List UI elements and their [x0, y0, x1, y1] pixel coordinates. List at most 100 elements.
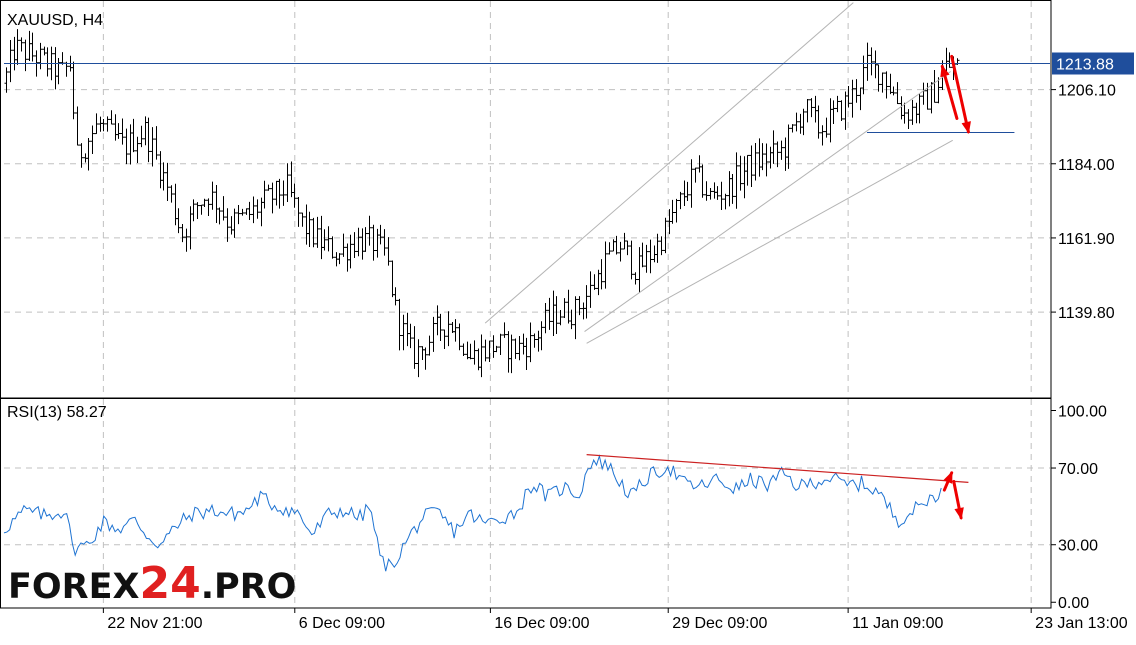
price-panel-frame: [0, 0, 1052, 399]
rsi-arrow-up: [942, 470, 954, 492]
ohlc-bar: [506, 331, 511, 373]
ohlc-bar: [326, 226, 331, 252]
ohlc-bar: [835, 95, 840, 113]
time-tick-label: 16 Dec 09:00: [494, 615, 589, 632]
ohlc-bar: [524, 337, 529, 370]
ohlc-bar: [188, 206, 193, 250]
ohlc-bar: [195, 202, 200, 219]
ohlc-bar: [98, 116, 103, 132]
time-tick-label: 22 Nov 21:00: [107, 615, 202, 632]
ohlc-bar: [895, 82, 900, 105]
ohlc-bar: [356, 227, 361, 257]
ohlc-bar: [42, 46, 47, 56]
ohlc-bar: [435, 305, 440, 336]
ohlc-bar: [801, 108, 806, 136]
ohlc-bar: [19, 37, 24, 52]
ohlc-bar: [723, 193, 728, 210]
ohlc-bar: [210, 181, 215, 210]
ohlc-bar: [240, 208, 245, 216]
ohlc-bar: [828, 98, 833, 143]
ohlc-bar: [663, 217, 668, 254]
ohlc-bar: [936, 77, 941, 104]
ohlc-bar: [217, 207, 222, 225]
ohlc-bar: [191, 199, 196, 222]
rsi-tick-label: 0.00: [1058, 595, 1089, 612]
current-price-label: 1213.88: [1056, 57, 1114, 74]
ohlc-bar: [352, 232, 357, 259]
ohlc-bar: [932, 70, 937, 103]
ohlc-bar: [614, 235, 619, 255]
time-tick-label: 11 Jan 09:00: [852, 615, 943, 632]
ohlc-bar: [637, 247, 642, 293]
ohlc-bar: [322, 229, 327, 251]
ohlc-bar: [319, 215, 324, 260]
ohlc-bar: [843, 91, 848, 130]
ohlc-bar: [573, 296, 578, 340]
ohlc-bar: [289, 161, 294, 198]
rsi-panel-plot: [3, 454, 969, 572]
ohlc-bar: [603, 241, 608, 289]
ohlc-bar: [225, 208, 230, 242]
ohlc-bar: [813, 95, 818, 123]
ohlc-bar: [315, 216, 320, 248]
forex24-logo: FOREX24.PRO: [8, 558, 296, 609]
ohlc-bar: [307, 211, 312, 247]
ohlc-bar: [502, 322, 507, 338]
ohlc-bar: [393, 287, 398, 306]
ohlc-bar: [757, 138, 762, 177]
ohlc-bar: [543, 302, 548, 334]
ohlc-bar: [169, 185, 174, 203]
symbol-timeframe-label: XAUUSD, H4: [7, 12, 103, 29]
ohlc-bar: [592, 274, 597, 290]
ohlc-bar: [75, 106, 80, 146]
ohlc-bar: [27, 30, 32, 61]
ohlc-bar: [165, 162, 170, 202]
ohlc-bar: [416, 339, 421, 378]
ohlc-bar: [199, 204, 204, 215]
ohlc-bar: [30, 32, 35, 62]
ohlc-bar: [876, 64, 881, 92]
logo-number: 24: [140, 558, 201, 609]
ohlc-bar: [468, 343, 473, 360]
ohlc-bar: [816, 105, 821, 139]
ohlc-bar: [577, 296, 582, 316]
ohlc-bar: [304, 204, 309, 245]
ohlc-bar: [521, 333, 526, 355]
ohlc-bar: [805, 98, 810, 123]
price-arrow-down: [950, 54, 971, 134]
ohlc-bar: [266, 184, 271, 191]
ohlc-bar: [513, 338, 518, 359]
ohlc-bar: [251, 196, 256, 224]
ohlc-bar: [917, 93, 922, 124]
ohlc-bar: [704, 181, 709, 201]
ohlc-bar: [146, 117, 151, 163]
ohlc-bar: [625, 240, 630, 256]
ohlc-bar: [56, 57, 61, 85]
ohlc-bar: [566, 289, 571, 324]
ohlc-bar: [487, 340, 492, 362]
ohlc-bar: [771, 130, 776, 164]
ohlc-bar: [906, 109, 911, 130]
ohlc-bar: [558, 309, 563, 326]
price-tick-label: 1139.80: [1058, 305, 1115, 322]
ohlc-bar: [498, 333, 503, 355]
ohlc-bar: [79, 143, 84, 168]
ohlc-bar: [547, 297, 552, 330]
ohlc-bar: [274, 180, 279, 206]
ohlc-bar: [281, 180, 286, 206]
ohlc-bar: [820, 125, 825, 146]
ohlc-bar: [509, 334, 514, 374]
ohlc-bar: [888, 73, 893, 95]
ohlc-bar: [678, 191, 683, 210]
ohlc-bar: [652, 245, 657, 263]
ohlc-bar: [176, 208, 181, 234]
ohlc-bar: [131, 118, 136, 153]
ohlc-bar: [719, 181, 724, 211]
ohlc-bar: [532, 333, 537, 348]
ohlc-bar: [902, 102, 907, 124]
ohlc-bar: [23, 39, 28, 72]
time-tick-label: 6 Dec 09:00: [299, 615, 385, 632]
ohlc-bar: [457, 323, 462, 351]
ohlc-bar: [768, 146, 773, 169]
ohlc-bar: [884, 71, 889, 99]
